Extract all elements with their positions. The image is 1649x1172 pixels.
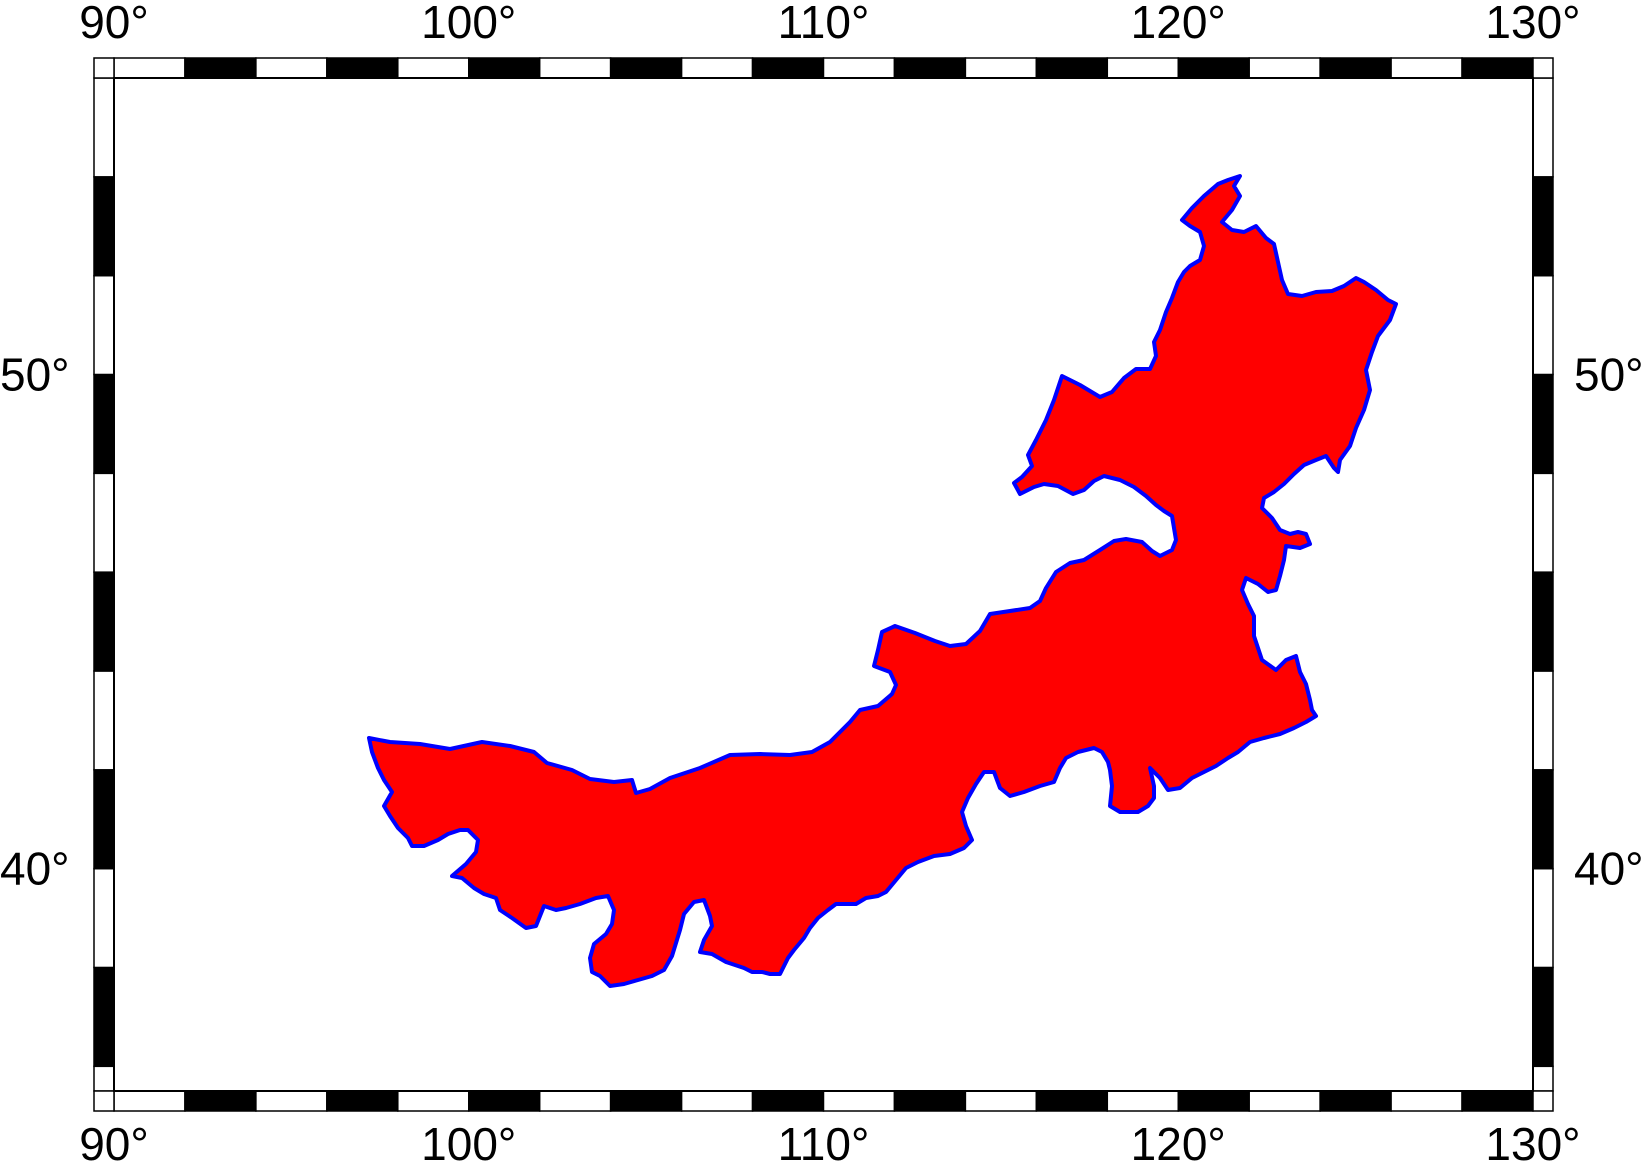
frame-segment-left [93, 867, 115, 969]
tick-label-bottom: 120° [1131, 1118, 1226, 1170]
tick-label-top: 130° [1485, 0, 1580, 48]
frame-segment-left [93, 373, 115, 475]
frame-segment-top [538, 57, 612, 79]
frame-segment-right [1532, 966, 1554, 1068]
frame-corner [93, 57, 115, 79]
frame-segment-right [1532, 373, 1554, 475]
frame-segment-left [93, 176, 115, 277]
frame-segment-bottom [893, 1090, 967, 1112]
frame-segment-top [184, 57, 257, 79]
tick-label-right: 40° [1574, 843, 1644, 895]
frame-segment-top [1177, 57, 1250, 79]
frame-segment-top [1248, 57, 1321, 79]
frame-segment-top [1035, 57, 1109, 79]
frame-segment-bottom [255, 1090, 328, 1112]
map-inner-border [113, 77, 1534, 1092]
frame-segment-bottom [1248, 1090, 1321, 1112]
frame-segment-top [326, 57, 399, 79]
frame-segment-bottom [1106, 1090, 1180, 1112]
tick-label-bottom: 90° [79, 1118, 149, 1170]
frame-segment-top [893, 57, 967, 79]
frame-segment-top [751, 57, 825, 79]
frame-segment-bottom [538, 1090, 612, 1112]
tick-label-top: 100° [421, 0, 516, 48]
frame-segment-bottom [822, 1090, 896, 1112]
frame-segment-left [93, 472, 115, 573]
frame-segment-top [1461, 57, 1534, 79]
frame-segment-top [255, 57, 328, 79]
frame-segment-right [1532, 670, 1554, 771]
frame-segment-right [1532, 867, 1554, 969]
frame-segment-right [1532, 274, 1554, 376]
frame-segment-bottom [1461, 1090, 1534, 1112]
frame-segment-bottom [1177, 1090, 1250, 1112]
frame-segment-top [1319, 57, 1392, 79]
tick-label-bottom: 110° [778, 1118, 870, 1170]
frame-segment-bottom [1035, 1090, 1109, 1112]
frame-segment-bottom [751, 1090, 825, 1112]
frame-segment-bottom [184, 1090, 257, 1112]
frame-segment-top [680, 57, 754, 79]
tick-label-left: 40° [0, 843, 70, 895]
frame-segment-left [93, 77, 115, 178]
frame-segment-left [93, 966, 115, 1068]
frame-segment-right [1532, 77, 1554, 178]
frame-segment-bottom [468, 1090, 541, 1112]
tick-label-top: 90° [79, 0, 149, 48]
frame-segment-left [93, 670, 115, 771]
frame-segment-left [93, 1065, 115, 1092]
frame-segment-bottom [680, 1090, 754, 1112]
frame-segment-bottom [397, 1090, 470, 1112]
frame-segment-top [609, 57, 683, 79]
frame-segment-bottom [1390, 1090, 1463, 1112]
frame-segment-bottom [609, 1090, 683, 1112]
frame-segment-right [1532, 571, 1554, 672]
frame-segment-right [1532, 176, 1554, 277]
tick-label-bottom: 130° [1485, 1118, 1580, 1170]
tick-label-top: 110° [778, 0, 870, 48]
frame-segment-left [93, 274, 115, 376]
frame-segment-top [113, 57, 186, 79]
tick-label-bottom: 100° [421, 1118, 516, 1170]
frame-segment-top [397, 57, 470, 79]
frame-segment-bottom [1319, 1090, 1392, 1112]
frame-segment-top [1106, 57, 1180, 79]
tick-label-left: 50° [0, 348, 70, 400]
frame-segment-top [468, 57, 541, 79]
frame-segment-top [822, 57, 896, 79]
frame-corner [1532, 57, 1554, 79]
frame-segment-top [964, 57, 1038, 79]
frame-corner [1532, 1090, 1554, 1112]
frame-segment-right [1532, 769, 1554, 870]
frame-segment-left [93, 769, 115, 870]
frame-segment-right [1532, 1065, 1554, 1092]
frame-segment-top [1390, 57, 1463, 79]
tick-label-right: 50° [1574, 348, 1644, 400]
frame-segment-left [93, 571, 115, 672]
tick-label-top: 120° [1131, 0, 1226, 48]
frame-segment-bottom [113, 1090, 186, 1112]
frame-segment-bottom [964, 1090, 1038, 1112]
region-polygon [367, 174, 1398, 988]
frame-segment-bottom [326, 1090, 399, 1112]
frame-segment-right [1532, 472, 1554, 573]
frame-corner [93, 1090, 115, 1112]
